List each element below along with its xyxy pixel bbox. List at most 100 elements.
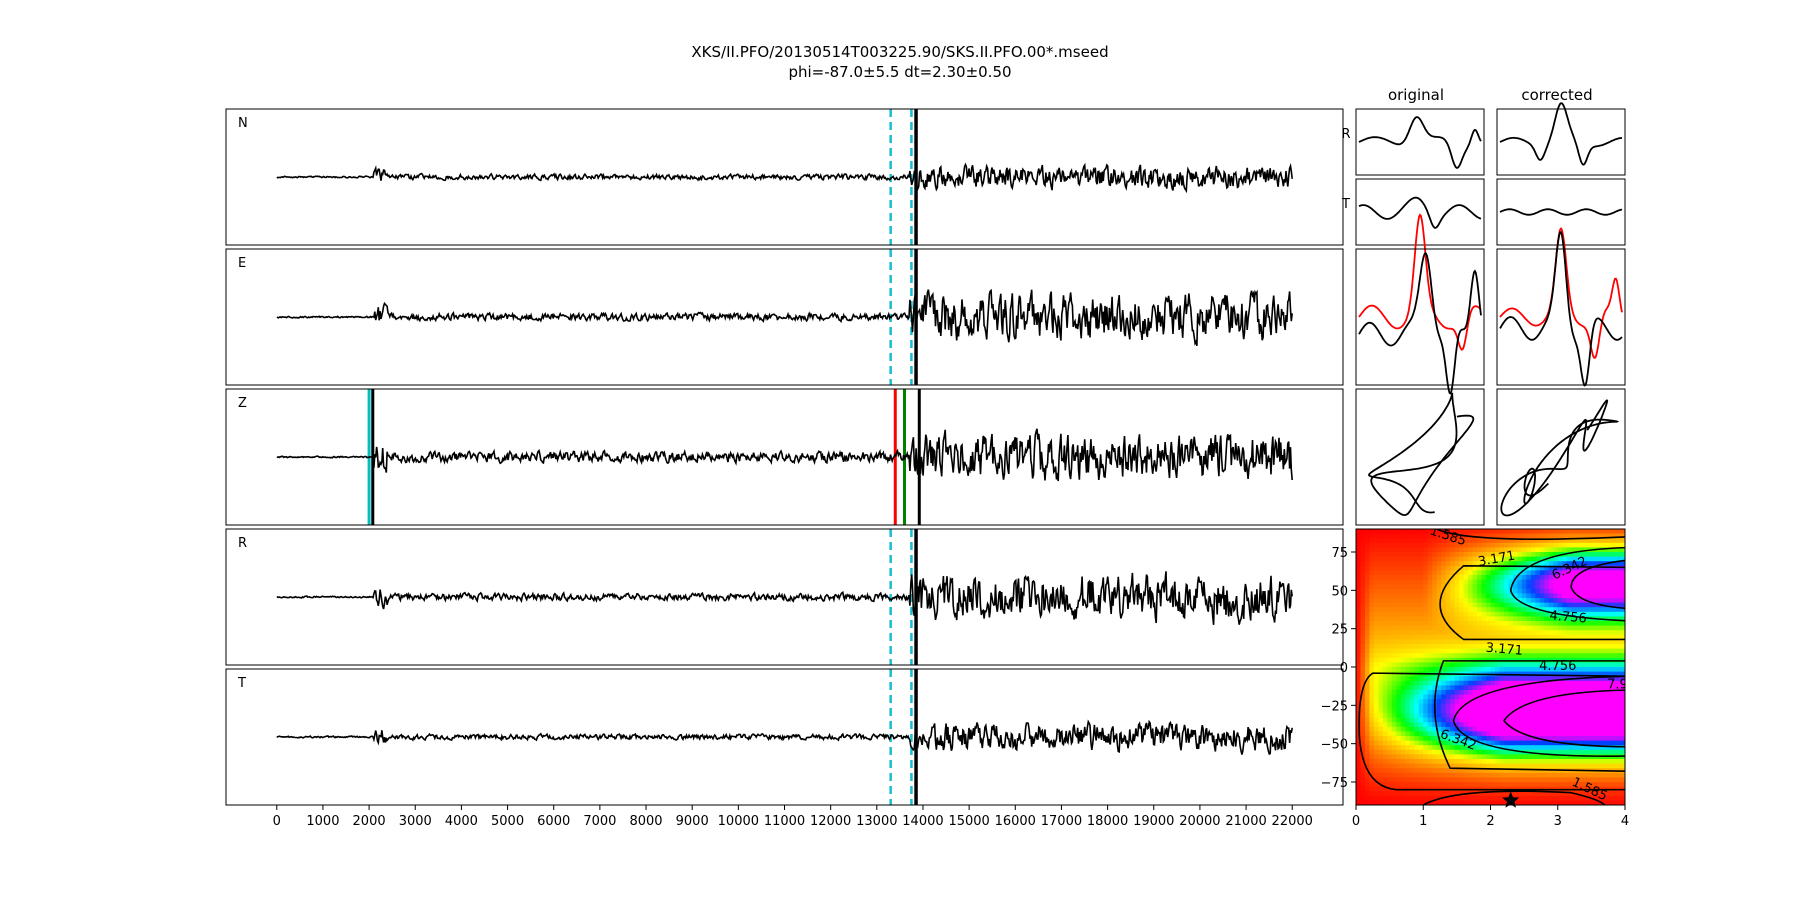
heatmap-cell — [1611, 593, 1617, 599]
heatmap-cell — [1535, 791, 1541, 797]
heatmap-cell — [1526, 584, 1532, 590]
heatmap-cell — [1616, 542, 1622, 548]
heatmap-cell — [1427, 703, 1433, 709]
heatmap-cell — [1548, 676, 1554, 682]
heatmap-cell — [1508, 556, 1514, 562]
heatmap-cell — [1566, 648, 1572, 654]
heatmap-cell — [1598, 598, 1604, 604]
heatmap-cell — [1598, 708, 1604, 714]
x-tick-label: 11000 — [764, 814, 805, 829]
heatmap-cell — [1378, 552, 1384, 558]
trace-panel-e: E — [225, 248, 1344, 386]
heatmap-cell — [1423, 662, 1429, 668]
heatmap-cell — [1364, 699, 1371, 705]
heatmap-cell — [1616, 561, 1622, 567]
heatmap-cell — [1566, 644, 1572, 650]
heatmap-cell — [1611, 745, 1617, 751]
heatmap-cell — [1553, 736, 1559, 742]
heatmap-cell — [1602, 662, 1608, 668]
heatmap-cell — [1486, 726, 1492, 732]
heatmap-cell — [1589, 575, 1595, 581]
heatmap-cell — [1472, 625, 1478, 631]
heatmap-cell — [1459, 722, 1465, 728]
heatmap-cell — [1405, 648, 1411, 654]
heatmap-cell — [1503, 648, 1510, 654]
heatmap-cell — [1512, 529, 1518, 535]
heatmap-cell — [1571, 556, 1577, 562]
heatmap-cell — [1562, 671, 1568, 677]
heatmap-cell — [1521, 726, 1527, 732]
heatmap-cell — [1369, 759, 1375, 765]
heatmap-cell — [1486, 616, 1492, 622]
heatmap-cell — [1477, 653, 1483, 659]
heatmap-cell — [1620, 772, 1625, 778]
heatmap-cell — [1535, 731, 1541, 737]
heatmap-cell — [1360, 607, 1366, 613]
heatmap-cell — [1427, 713, 1433, 719]
heatmap-cell — [1593, 782, 1599, 788]
heatmap-cell — [1418, 588, 1424, 594]
heatmap-cell — [1432, 772, 1438, 778]
heatmap-cell — [1373, 588, 1380, 594]
heatmap-cell — [1553, 722, 1559, 728]
heatmap-cell — [1423, 726, 1429, 732]
heatmap-cell — [1405, 533, 1411, 539]
heatmap-cell — [1427, 657, 1433, 663]
heatmap-cell — [1432, 625, 1438, 631]
heatmap-cell — [1494, 565, 1501, 571]
heatmap-cell — [1387, 772, 1393, 778]
heatmap-cell — [1490, 754, 1496, 760]
heatmap-cell — [1436, 561, 1442, 567]
heatmap-cell — [1553, 529, 1559, 535]
heatmap-cell — [1593, 644, 1599, 650]
heatmap-cell — [1364, 533, 1371, 539]
heatmap-cell — [1530, 708, 1536, 714]
heatmap-cell — [1521, 552, 1527, 558]
heatmap-cell — [1423, 763, 1429, 769]
heatmap-cell — [1477, 717, 1483, 723]
heatmap-cell — [1548, 639, 1554, 645]
heatmap-cell — [1508, 648, 1514, 654]
heatmap-cell — [1530, 671, 1536, 677]
heatmap-cell — [1373, 625, 1380, 631]
heatmap-cell — [1553, 685, 1559, 691]
heatmap-cell — [1616, 800, 1622, 805]
heatmap-cell — [1517, 768, 1523, 774]
heatmap-cell — [1432, 598, 1438, 604]
heatmap-cell — [1584, 602, 1590, 608]
heatmap-cell — [1553, 671, 1559, 677]
heatmap-cell — [1553, 556, 1559, 562]
heatmap-cell — [1423, 694, 1429, 700]
heatmap-cell — [1602, 625, 1608, 631]
heatmap-cell — [1409, 763, 1415, 769]
heatmap-cell — [1472, 680, 1478, 686]
heatmap-cell — [1602, 676, 1608, 682]
heatmap-cell — [1369, 634, 1375, 640]
heatmap-cell — [1580, 634, 1586, 640]
heatmap-cell — [1503, 676, 1510, 682]
heatmap-cell — [1382, 552, 1388, 558]
chart-title-line1: XKS/II.PFO/20130514T003225.90/SKS.II.PFO… — [691, 43, 1108, 61]
heatmap-cell — [1598, 584, 1604, 590]
heatmap-cell — [1521, 694, 1527, 700]
heatmap-cell — [1548, 584, 1554, 590]
heatmap-cell — [1566, 777, 1572, 783]
heatmap-cell — [1589, 740, 1595, 746]
heatmap-cell — [1544, 565, 1550, 571]
heatmap-cell — [1571, 607, 1577, 613]
heatmap-cell — [1593, 575, 1599, 581]
heatmap-cell — [1400, 717, 1406, 723]
heatmap-cell — [1360, 782, 1366, 788]
heatmap-cell — [1463, 745, 1469, 751]
heatmap-cell — [1526, 772, 1532, 778]
heatmap-cell — [1400, 694, 1406, 700]
heatmap-cell — [1360, 731, 1366, 737]
heatmap-cell — [1607, 570, 1613, 576]
heatmap-cell — [1490, 795, 1496, 801]
heatmap-cell — [1521, 598, 1527, 604]
heatmap-cell — [1481, 648, 1487, 654]
heatmap-cell — [1432, 588, 1438, 594]
heatmap-cell — [1517, 763, 1523, 769]
heatmap-cell — [1589, 611, 1595, 617]
heatmap-cell — [1508, 703, 1514, 709]
